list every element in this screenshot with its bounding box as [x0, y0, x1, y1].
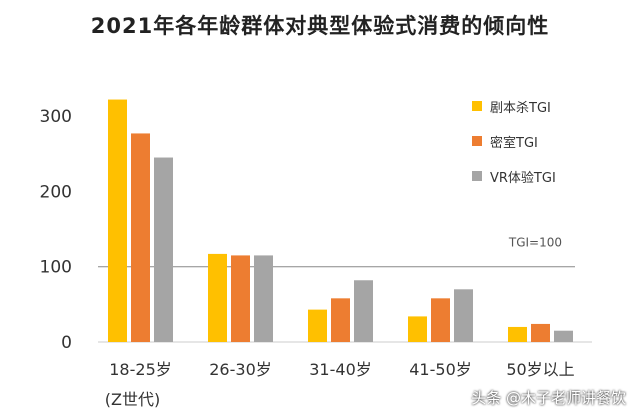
bar	[354, 280, 373, 342]
bar	[554, 330, 573, 342]
y-tick-label: 200	[40, 182, 72, 202]
category-label: 31-40岁	[309, 360, 372, 379]
legend-label: 剧本杀TGI	[490, 101, 551, 116]
category-label: 41-50岁	[409, 360, 472, 379]
legend: 剧本杀TGI 密室TGI VR体验TGI	[472, 101, 556, 186]
legend-label: 密室TGI	[490, 135, 538, 151]
y-tick-label: 300	[40, 107, 72, 127]
y-tick-label: 100	[40, 258, 72, 278]
bar	[508, 326, 527, 342]
category-label: 26-30岁	[209, 360, 272, 379]
bar	[531, 323, 550, 342]
legend-swatch	[472, 136, 482, 146]
y-tick-label: 0	[61, 333, 72, 353]
bar	[154, 157, 173, 342]
legend-swatch	[472, 171, 482, 181]
category-label: 18-25岁	[109, 360, 172, 379]
category-sublabel: (Z世代)	[105, 390, 160, 409]
bar	[308, 309, 327, 342]
category-label: 50岁以上	[506, 360, 574, 379]
bar	[208, 253, 227, 342]
bar	[254, 255, 273, 342]
chart-title: 2021年各年龄群体对典型体验式消费的倾向性	[90, 14, 550, 38]
y-axis-ticks: 0 100 200 300	[40, 107, 72, 353]
reference-line-label: TGI=100	[508, 236, 562, 250]
watermark: 头条 @木子老师讲餐饮	[471, 389, 626, 407]
category-labels: 18-25岁 (Z世代) 26-30岁 31-40岁 41-50岁 50岁以上	[105, 360, 575, 409]
bar	[331, 298, 350, 342]
bar	[408, 316, 427, 342]
bars	[108, 99, 573, 342]
legend-label: VR体验TGI	[490, 170, 556, 186]
bar	[431, 298, 450, 342]
legend-swatch	[472, 101, 482, 111]
bar	[454, 289, 473, 342]
bar	[131, 133, 150, 342]
bar	[108, 99, 127, 342]
bar	[231, 255, 250, 342]
